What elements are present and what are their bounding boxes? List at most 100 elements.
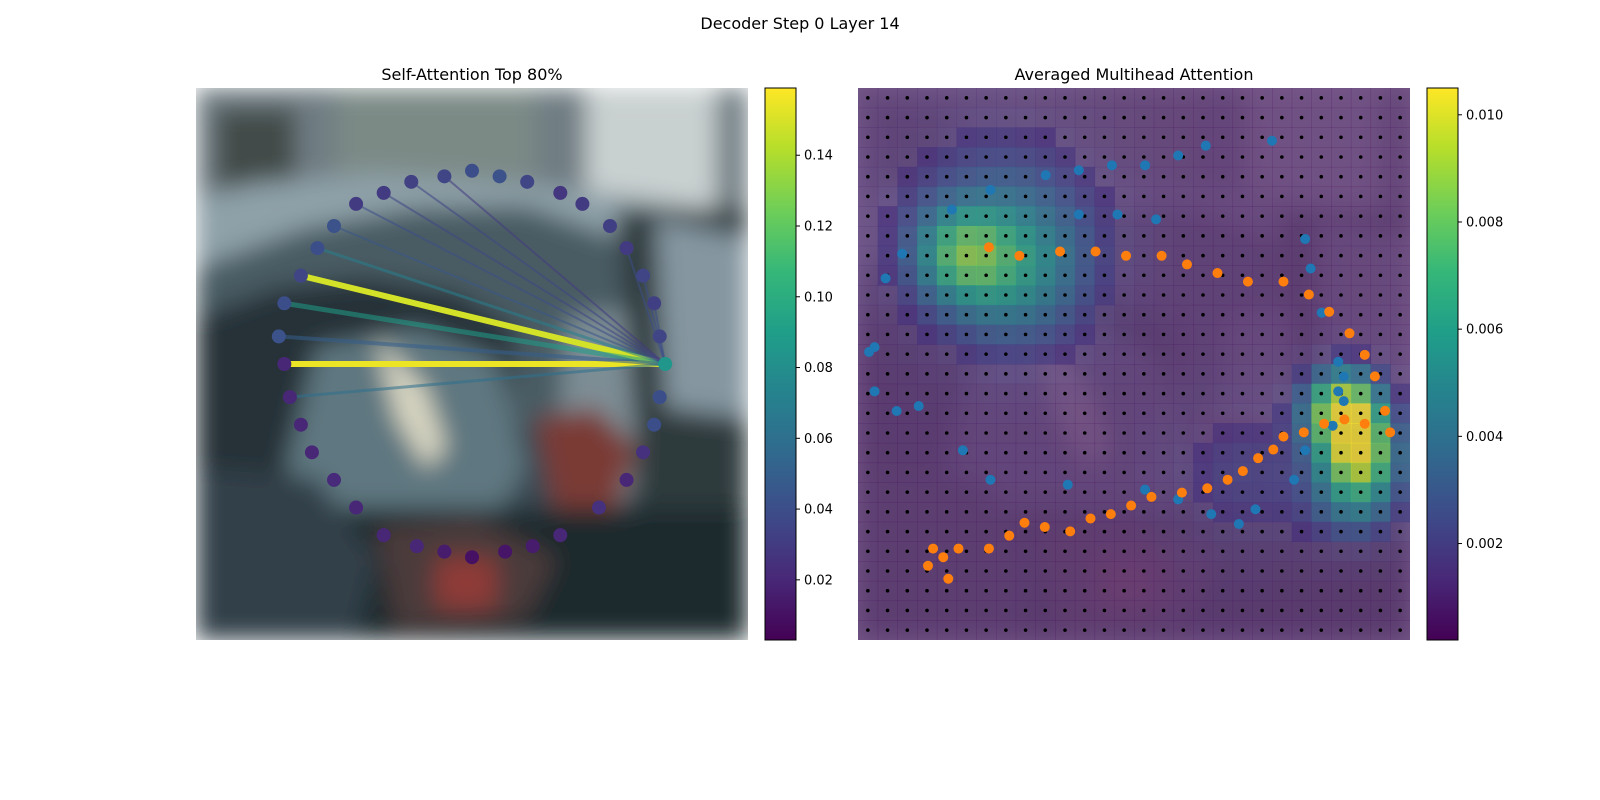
- self-attention-colorbar: 0.02 0.04 0.06 0.08 0.10 0.12 0.14: [764, 87, 833, 641]
- grid-dot: [925, 174, 929, 179]
- grid-dot: [1023, 174, 1028, 179]
- grid-dot: [944, 96, 949, 100]
- grid-dot: [866, 115, 870, 120]
- reference-point: [864, 347, 875, 358]
- grid-dot: [1339, 293, 1343, 297]
- grid-dot: [1260, 174, 1264, 179]
- grid-dot: [866, 372, 870, 376]
- grid-dot: [885, 155, 890, 159]
- multihead-colorbar: 0.002 0.004 0.006 0.008 0.010: [1426, 87, 1503, 641]
- grid-dot: [1063, 628, 1067, 632]
- grid-dot: [1181, 115, 1186, 120]
- grid-dot: [905, 450, 910, 455]
- grid-dot: [1378, 391, 1383, 396]
- grid-dot: [1004, 174, 1008, 179]
- grid-dot: [885, 194, 890, 199]
- grid-dot: [1299, 470, 1304, 475]
- grid-dot: [1142, 234, 1146, 238]
- contour-point: [376, 528, 391, 543]
- grid-dot: [885, 490, 890, 494]
- grid-dot: [1378, 569, 1383, 573]
- grid-dot: [1122, 352, 1126, 356]
- grid-dot: [1398, 155, 1402, 159]
- contour-point: [437, 544, 452, 559]
- grid-dot: [1004, 253, 1008, 258]
- contour-point: [376, 185, 391, 200]
- grid-dot: [1082, 510, 1087, 514]
- grid-dot: [984, 194, 988, 199]
- grid-dot: [866, 214, 870, 218]
- grid-dot: [1220, 293, 1225, 297]
- grid-dot: [1102, 96, 1107, 100]
- grid-dot: [984, 372, 988, 376]
- grid-dot: [1063, 450, 1067, 455]
- grid-dot: [1378, 253, 1383, 258]
- grid-dot: [1299, 312, 1304, 317]
- grid-dot: [885, 510, 890, 514]
- grid-dot: [1161, 155, 1166, 159]
- grid-dot: [984, 608, 988, 613]
- grid-dot: [1004, 588, 1008, 593]
- reference-point: [1233, 518, 1244, 529]
- reference-point: [1206, 509, 1217, 520]
- grid-dot: [1240, 372, 1245, 376]
- grid-dot: [1043, 214, 1048, 218]
- grid-dot: [1339, 352, 1343, 356]
- grid-dot: [1220, 588, 1225, 593]
- grid-dot: [1161, 510, 1166, 514]
- contour-point: [636, 445, 651, 460]
- grid-dot: [1201, 312, 1205, 317]
- grid-dot: [984, 96, 988, 100]
- figure-title: Decoder Step 0 Layer 14: [700, 14, 899, 33]
- reference-point: [985, 474, 996, 485]
- grid-dot: [1299, 510, 1304, 514]
- grid-dot: [964, 96, 969, 100]
- grid-dot: [1339, 174, 1343, 179]
- grid-dot: [1339, 155, 1343, 159]
- grid-dot: [1299, 608, 1304, 613]
- grid-dot: [1339, 608, 1343, 613]
- grid-dot: [1358, 549, 1363, 554]
- grid-dot: [1220, 608, 1225, 613]
- grid-dot: [1240, 332, 1245, 337]
- grid-dot: [905, 155, 910, 159]
- grid-dot: [1004, 194, 1008, 199]
- grid-dot: [905, 569, 910, 573]
- grid-dot: [1240, 608, 1245, 613]
- grid-dot: [866, 194, 870, 199]
- grid-dot: [964, 194, 969, 199]
- grid-dot: [1181, 253, 1186, 258]
- grid-dot: [1280, 490, 1284, 494]
- reference-point: [1140, 160, 1151, 171]
- grid-dot: [885, 372, 890, 376]
- grid-dot: [1023, 372, 1028, 376]
- grid-dot: [944, 411, 949, 416]
- grid-dot: [866, 391, 870, 396]
- grid-dot: [905, 391, 910, 396]
- grid-dot: [944, 608, 949, 613]
- grid-dot: [1339, 510, 1343, 514]
- grid-dot: [1004, 569, 1008, 573]
- grid-dot: [1122, 529, 1126, 534]
- colorbar-tick-label: 0.010: [1466, 108, 1503, 123]
- grid-dot: [1280, 569, 1284, 573]
- grid-dot: [1299, 588, 1304, 593]
- grid-dot: [1220, 352, 1225, 356]
- grid-dot: [1220, 135, 1225, 140]
- grid-dot: [944, 214, 949, 218]
- grid-dot: [1161, 608, 1166, 613]
- grid-dot: [1358, 273, 1363, 278]
- reference-point: [1073, 209, 1084, 220]
- attention-link: [625, 247, 667, 365]
- sampling-point: [938, 552, 949, 563]
- grid-dot: [1398, 174, 1402, 179]
- grid-dot: [866, 490, 870, 494]
- grid-dot: [1280, 194, 1284, 199]
- grid-dot: [1240, 628, 1245, 632]
- grid-dot: [885, 608, 890, 613]
- grid-dot: [964, 529, 969, 534]
- grid-dot: [1004, 214, 1008, 218]
- grid-dot: [1201, 529, 1205, 534]
- sampling-point: [1202, 483, 1213, 494]
- grid-dot: [964, 549, 969, 554]
